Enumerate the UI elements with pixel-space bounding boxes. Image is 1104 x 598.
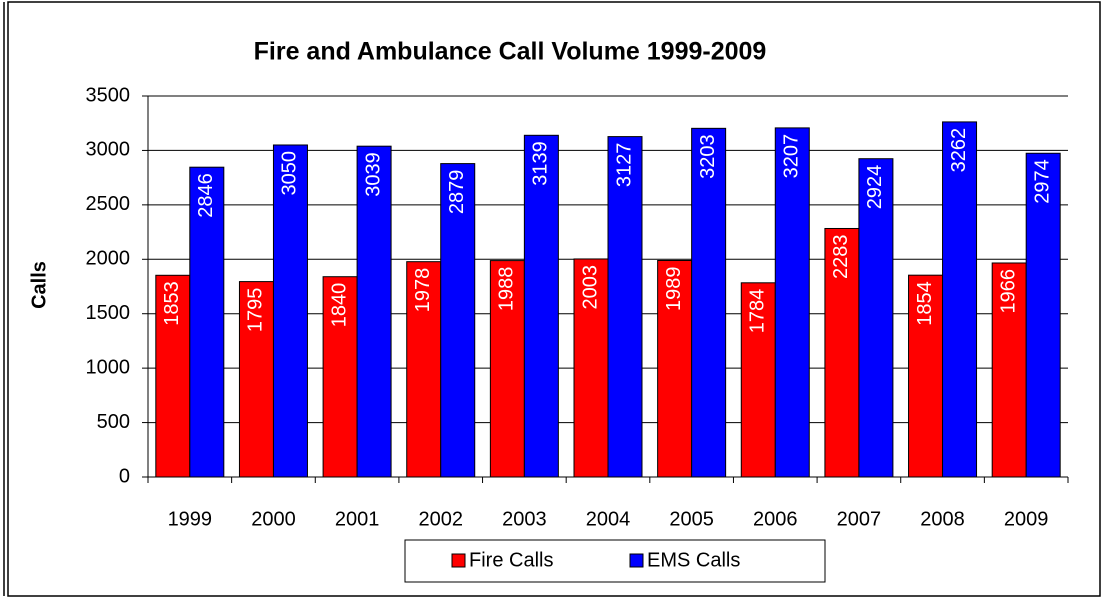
bar (858, 158, 894, 478)
data-label: 2879 (446, 170, 468, 215)
data-label: 1853 (161, 281, 183, 326)
bar (573, 258, 609, 478)
data-label: 1988 (496, 267, 518, 312)
data-label: 1978 (412, 268, 434, 313)
bar (824, 227, 860, 478)
bar (189, 166, 225, 478)
data-label: 2003 (579, 265, 601, 310)
x-tick-label: 2000 (251, 508, 296, 530)
x-tick-label: 2008 (920, 508, 965, 530)
data-label: 3127 (613, 143, 635, 188)
x-tick-label: 1999 (168, 508, 213, 530)
data-label: 3139 (530, 141, 552, 186)
bar (740, 282, 776, 478)
y-axis-label: Calls (28, 261, 50, 309)
data-label: 3203 (697, 134, 719, 179)
data-label: 1854 (914, 281, 936, 326)
data-label: 3207 (781, 134, 803, 179)
data-label: 2283 (830, 234, 852, 278)
y-tick-label: 3500 (86, 84, 131, 106)
x-tick-label: 2004 (586, 508, 631, 530)
x-tick-label: 2005 (669, 508, 714, 530)
bar (942, 121, 978, 478)
legend-swatch (451, 553, 466, 568)
bar (440, 163, 476, 478)
bar (657, 259, 693, 478)
y-tick-label: 0 (119, 465, 130, 487)
data-label: 2846 (195, 173, 217, 218)
y-tick-label: 500 (97, 411, 130, 433)
legend-box (404, 539, 826, 583)
data-label: 1795 (245, 288, 267, 333)
y-tick-label: 3000 (86, 139, 131, 161)
bar (691, 127, 727, 478)
data-label: 3050 (279, 151, 301, 196)
legend-label: EMS Calls (647, 549, 740, 571)
data-label: 3262 (948, 128, 970, 172)
legend-swatch (629, 553, 644, 568)
x-tick-label: 2001 (335, 508, 380, 530)
y-tick-label: 2000 (86, 248, 131, 270)
bar (523, 134, 559, 478)
x-tick-label: 2002 (418, 508, 463, 530)
bar (322, 276, 358, 478)
data-label: 2924 (864, 165, 886, 210)
bar (406, 261, 442, 478)
y-tick-label: 1500 (86, 302, 131, 324)
y-tick-label: 1000 (86, 356, 131, 378)
bar (272, 144, 308, 478)
x-tick-label: 2003 (502, 508, 547, 530)
bar (489, 260, 525, 478)
bar (238, 281, 274, 478)
data-label: 1840 (328, 283, 350, 328)
bar (607, 136, 643, 478)
bar (1025, 152, 1061, 478)
data-label: 1966 (997, 269, 1019, 314)
x-tick-label: 2009 (1004, 508, 1049, 530)
x-tick-label: 2006 (753, 508, 798, 530)
legend-label: Fire Calls (469, 549, 553, 571)
data-label: 2974 (1031, 159, 1053, 204)
bar (774, 127, 810, 478)
data-label: 3039 (362, 152, 384, 197)
data-label: 1784 (747, 289, 769, 334)
y-tick-label: 2500 (86, 193, 131, 215)
data-label: 1989 (663, 266, 685, 311)
bar (356, 145, 392, 478)
bar (908, 274, 944, 478)
chart-title: Fire and Ambulance Call Volume 1999-2009 (254, 38, 767, 66)
x-tick-label: 2007 (837, 508, 882, 530)
